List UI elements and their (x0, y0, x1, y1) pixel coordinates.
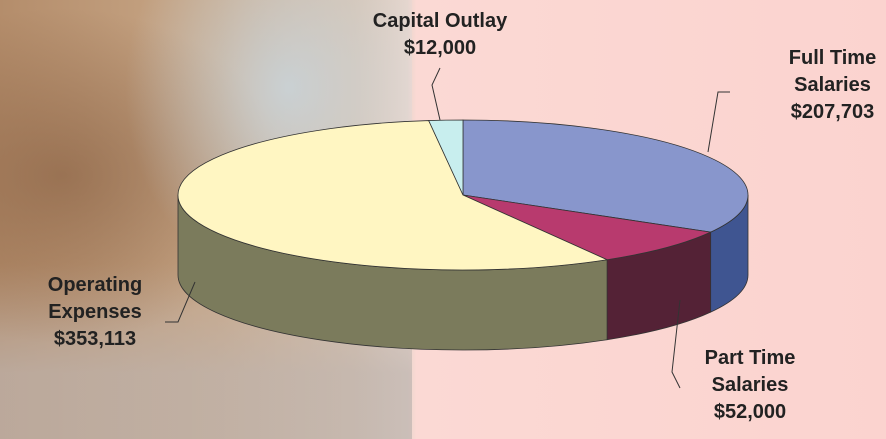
category-label: Full Time Salaries (780, 45, 885, 99)
leader-line (432, 68, 440, 120)
slice-label: Operating Expenses$353,113 (20, 272, 170, 353)
category-label: Operating Expenses (20, 272, 170, 326)
category-label: Part Time Salaries (685, 345, 815, 399)
slice-label: Capital Outlay$12,000 (330, 8, 550, 62)
slice-label: Full Time Salaries$207,703 (780, 45, 885, 126)
leader-line (708, 92, 730, 152)
category-label: Capital Outlay (330, 8, 550, 35)
value-label: $52,000 (685, 399, 815, 426)
value-label: $12,000 (330, 35, 550, 62)
value-label: $207,703 (780, 99, 885, 126)
value-label: $353,113 (20, 326, 170, 353)
slice-label: Part Time Salaries$52,000 (685, 345, 815, 426)
slide: Full Time Salaries$207,703 Part Time Sal… (0, 0, 886, 439)
